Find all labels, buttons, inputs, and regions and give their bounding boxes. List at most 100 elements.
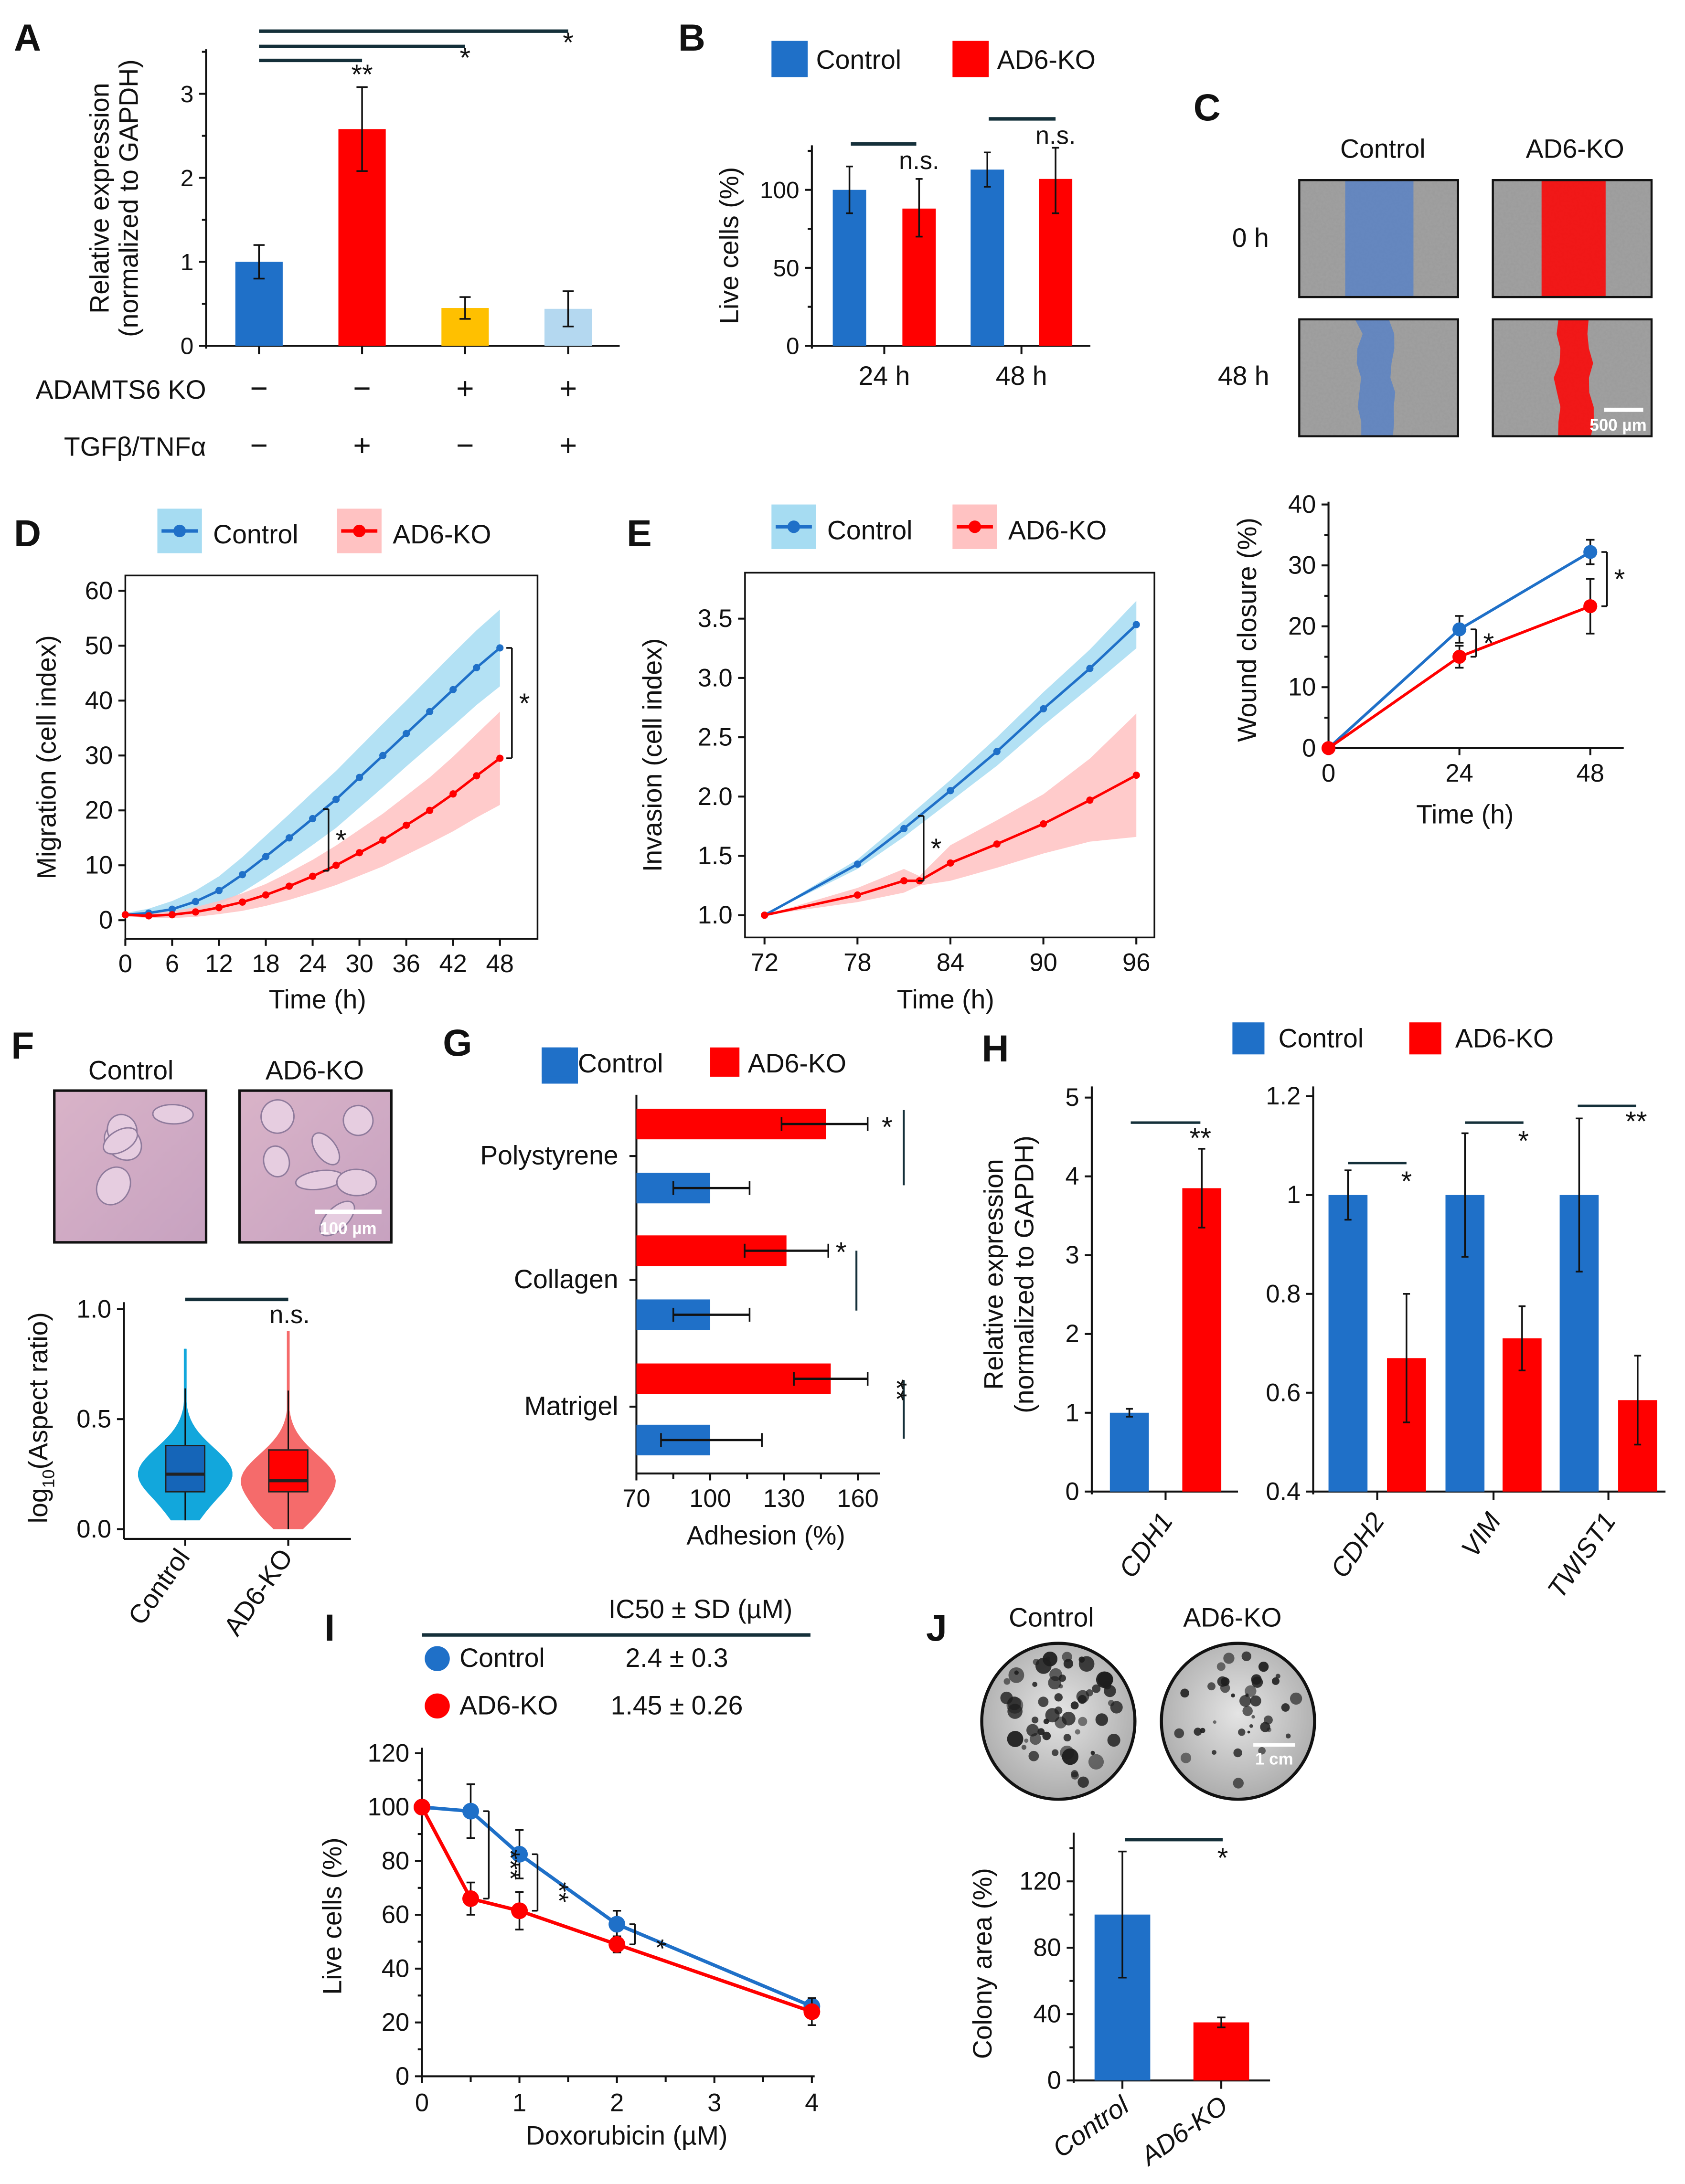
colony [1245,1693,1249,1697]
significance-label: n.s. [899,147,939,175]
colony [1045,1708,1060,1723]
image-row-label: 0 h [1232,223,1269,253]
colony [1239,1695,1251,1707]
legend-label: AD6-KO [459,1690,558,1720]
y-tick-label: 20 [382,2008,409,2036]
legend-marker [425,1646,450,1671]
bar [970,170,1004,346]
y-tick-label: 40 [1033,2000,1061,2028]
legend-control [771,41,808,77]
data-point [145,912,153,920]
data-point [121,911,129,919]
condition-value: + [559,371,577,405]
cell [260,1099,295,1134]
data-point [403,821,410,829]
colony [1281,1703,1290,1712]
image-label: Control [88,1056,174,1085]
significance-label: ** [1190,1123,1211,1154]
significance-label: * [563,27,574,58]
data-point [413,1799,430,1816]
colony-plate-ad6-ko [1160,1642,1316,1801]
legend-control-label: Control [213,519,299,549]
x-tick-label: 24 [1445,759,1473,787]
colony [1223,1653,1235,1664]
colony [1024,1739,1029,1743]
x-tick-label: 3 [707,2089,721,2117]
data-point [238,871,246,879]
y-tick-label: 120 [368,1739,410,1767]
colony [1070,1701,1079,1710]
cell [103,1127,139,1155]
data-point [309,872,317,880]
panel-letter-e: E [627,512,652,554]
colony [1180,1752,1192,1763]
gene-label: VIM [1455,1507,1507,1563]
data-point [426,806,434,814]
y-tick-label: 20 [1288,612,1316,640]
legend-ko-marker [353,524,366,538]
colony [1075,1729,1080,1735]
colony [1038,1696,1049,1707]
x-tick-label: 0 [1322,759,1335,787]
colony [1233,1778,1244,1789]
colony [1052,1749,1059,1756]
significance-label: *** [496,1849,525,1880]
colony [1275,1674,1280,1679]
colony [1054,1693,1063,1702]
data-point [473,772,480,780]
y-tick-label: 30 [1288,551,1316,580]
y-tick-label: 40 [382,1954,409,1983]
colony [1258,1661,1269,1672]
condition-value: + [353,428,371,463]
data-point [356,774,363,781]
colony [1078,1717,1088,1726]
significance-label: * [519,688,530,719]
legend-label: Control [578,1049,663,1078]
y-tick-label: 2 [1065,1320,1079,1348]
data-point [1040,705,1047,713]
data-point [761,912,768,919]
colony [1063,1659,1074,1669]
scale-bar-label: 1 cm [1255,1749,1293,1768]
bar [1193,2022,1249,2081]
data-point [608,1936,626,1953]
y-tick-label: 2.5 [698,723,733,752]
wound-gap-overlay [1554,319,1594,436]
y-tick-label: 60 [382,1901,409,1929]
box-outline [268,1449,309,1493]
x-tick-label: 1 [512,2089,526,2117]
condition-value: − [456,428,474,463]
image-frame [53,1089,208,1244]
colony [1250,1695,1261,1707]
data-point [496,754,504,762]
significance-label: * [336,825,347,856]
significance-label: n.s. [1035,121,1076,149]
data-point [900,825,908,832]
y-axis-label: Migration (cell index) [32,635,62,879]
scale-bar-label: 500 µm [1589,416,1646,435]
box [165,1445,205,1492]
y-axis-label: Colony area (%) [968,1868,997,2059]
gene-label: CDH1 [1113,1507,1178,1583]
plot-frame [744,572,1155,939]
y-axis-label: Invasion (cell index) [638,638,667,872]
ic50-value: 1.45 ± 0.26 [611,1690,743,1720]
legend-label: AD6-KO [748,1049,846,1078]
wound-gap-overlay [1345,180,1414,297]
y-tick-label: 3.5 [698,604,733,633]
colony [1286,1733,1291,1739]
x-axis-label: Time (h) [1416,799,1514,829]
data-point [853,891,861,899]
y-label-rest: (Aspect ratio) [23,1312,53,1469]
colony [1251,1674,1262,1685]
y-axis-label: Wound closure (%) [1232,518,1262,742]
category-label: Polystyrene [480,1141,618,1170]
colony [1007,1731,1024,1747]
y-tick-label: 50 [85,632,113,660]
legend-ko [710,1047,740,1077]
x-tick-label: 48 h [996,361,1047,391]
panel-letter-d: D [14,512,41,554]
y-tick-label: 60 [85,577,113,605]
gene-label: CDH2 [1325,1507,1390,1583]
legend-control-marker [787,520,800,533]
